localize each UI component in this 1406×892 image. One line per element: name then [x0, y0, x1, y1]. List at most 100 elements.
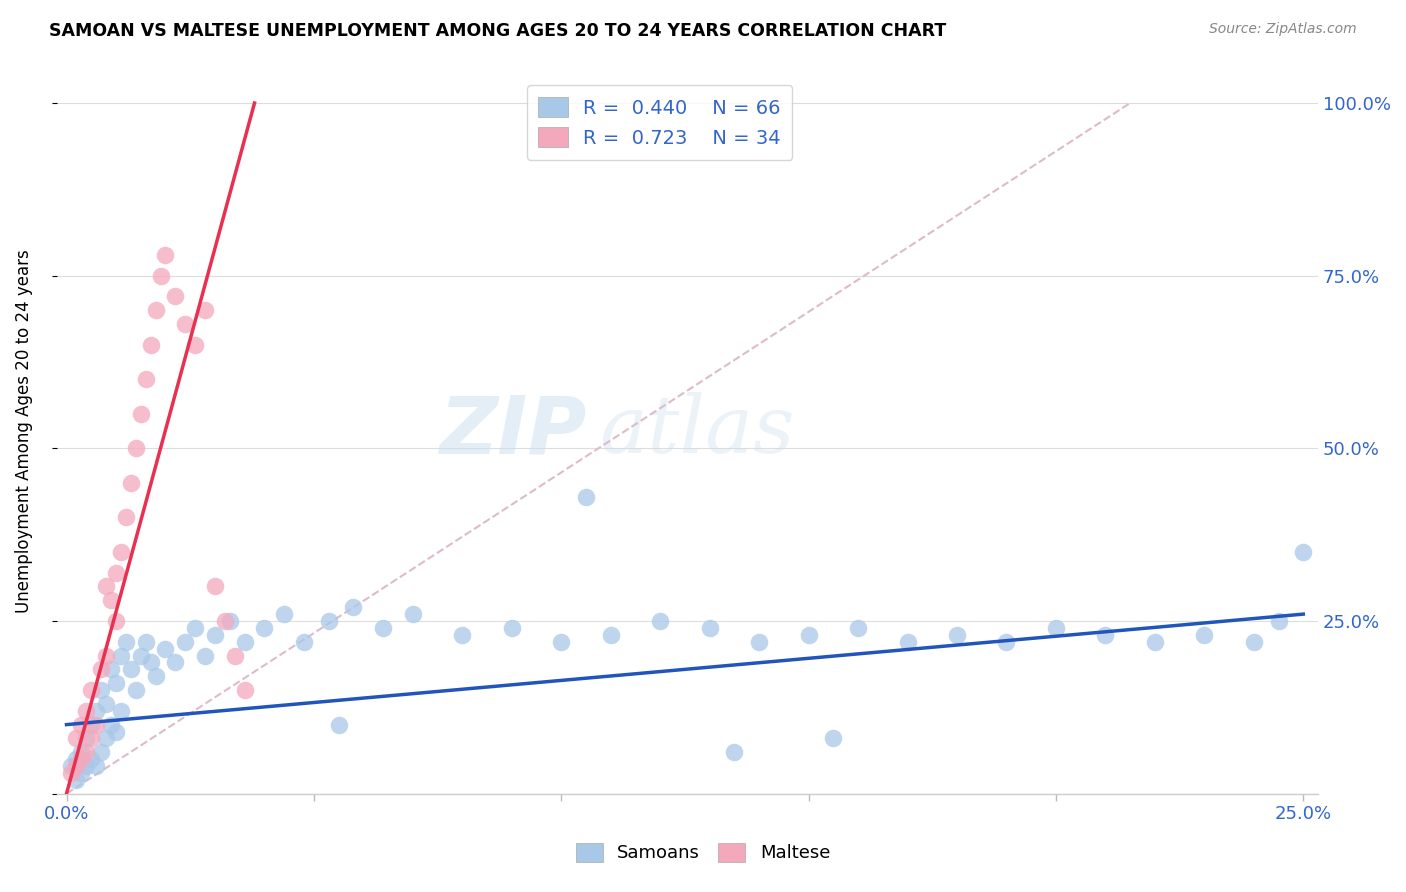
- Point: [823, 731, 845, 746]
- Point: [184, 621, 207, 635]
- Point: [139, 656, 162, 670]
- Point: [292, 634, 315, 648]
- Text: Source: ZipAtlas.com: Source: ZipAtlas.com: [1209, 22, 1357, 37]
- Point: [94, 579, 117, 593]
- Point: [80, 731, 103, 746]
- Point: [104, 566, 127, 580]
- Point: [1143, 634, 1166, 648]
- Point: [120, 662, 142, 676]
- Point: [155, 248, 177, 262]
- Point: [165, 289, 187, 303]
- Point: [60, 766, 83, 780]
- Point: [995, 634, 1018, 648]
- Point: [104, 724, 127, 739]
- Point: [135, 634, 157, 648]
- Point: [318, 614, 340, 628]
- Legend: Samoans, Maltese: Samoans, Maltese: [568, 836, 838, 870]
- Point: [1194, 628, 1216, 642]
- Point: [204, 579, 226, 593]
- Point: [75, 759, 97, 773]
- Point: [90, 745, 112, 759]
- Point: [70, 745, 93, 759]
- Point: [451, 628, 474, 642]
- Point: [846, 621, 869, 635]
- Point: [145, 669, 167, 683]
- Point: [70, 752, 93, 766]
- Point: [90, 683, 112, 698]
- Point: [253, 621, 276, 635]
- Point: [342, 600, 364, 615]
- Point: [748, 634, 770, 648]
- Point: [650, 614, 672, 628]
- Point: [94, 731, 117, 746]
- Point: [75, 745, 97, 759]
- Legend: R =  0.440    N = 66, R =  0.723    N = 34: R = 0.440 N = 66, R = 0.723 N = 34: [527, 86, 793, 160]
- Point: [233, 683, 256, 698]
- Point: [145, 303, 167, 318]
- Point: [110, 648, 132, 663]
- Y-axis label: Unemployment Among Ages 20 to 24 years: Unemployment Among Ages 20 to 24 years: [15, 249, 32, 613]
- Point: [80, 683, 103, 698]
- Point: [94, 697, 117, 711]
- Point: [1243, 634, 1265, 648]
- Point: [896, 634, 918, 648]
- Point: [100, 717, 122, 731]
- Point: [70, 717, 93, 731]
- Point: [84, 717, 107, 731]
- Point: [184, 338, 207, 352]
- Point: [194, 303, 217, 318]
- Point: [797, 628, 820, 642]
- Point: [70, 766, 93, 780]
- Point: [75, 704, 97, 718]
- Text: atlas: atlas: [599, 392, 794, 470]
- Point: [599, 628, 621, 642]
- Point: [120, 475, 142, 490]
- Text: ZIP: ZIP: [439, 392, 586, 470]
- Point: [723, 745, 745, 759]
- Point: [149, 268, 172, 283]
- Point: [194, 648, 217, 663]
- Point: [174, 634, 197, 648]
- Point: [204, 628, 226, 642]
- Point: [1045, 621, 1067, 635]
- Point: [65, 731, 87, 746]
- Point: [135, 372, 157, 386]
- Point: [75, 731, 97, 746]
- Point: [104, 614, 127, 628]
- Point: [218, 614, 240, 628]
- Point: [1292, 545, 1315, 559]
- Point: [104, 676, 127, 690]
- Point: [371, 621, 394, 635]
- Point: [155, 641, 177, 656]
- Point: [174, 317, 197, 331]
- Point: [65, 752, 87, 766]
- Point: [328, 717, 350, 731]
- Point: [165, 656, 187, 670]
- Point: [110, 704, 132, 718]
- Point: [129, 648, 152, 663]
- Point: [84, 704, 107, 718]
- Point: [402, 607, 425, 621]
- Point: [125, 683, 148, 698]
- Point: [84, 759, 107, 773]
- Point: [110, 545, 132, 559]
- Point: [65, 772, 87, 787]
- Point: [273, 607, 295, 621]
- Point: [1094, 628, 1116, 642]
- Point: [233, 634, 256, 648]
- Point: [129, 407, 152, 421]
- Point: [115, 634, 138, 648]
- Point: [550, 634, 572, 648]
- Point: [80, 717, 103, 731]
- Point: [94, 648, 117, 663]
- Point: [699, 621, 721, 635]
- Point: [125, 442, 148, 456]
- Point: [100, 662, 122, 676]
- Point: [60, 759, 83, 773]
- Point: [501, 621, 523, 635]
- Point: [90, 662, 112, 676]
- Point: [575, 490, 598, 504]
- Point: [224, 648, 246, 663]
- Point: [80, 752, 103, 766]
- Point: [115, 510, 138, 524]
